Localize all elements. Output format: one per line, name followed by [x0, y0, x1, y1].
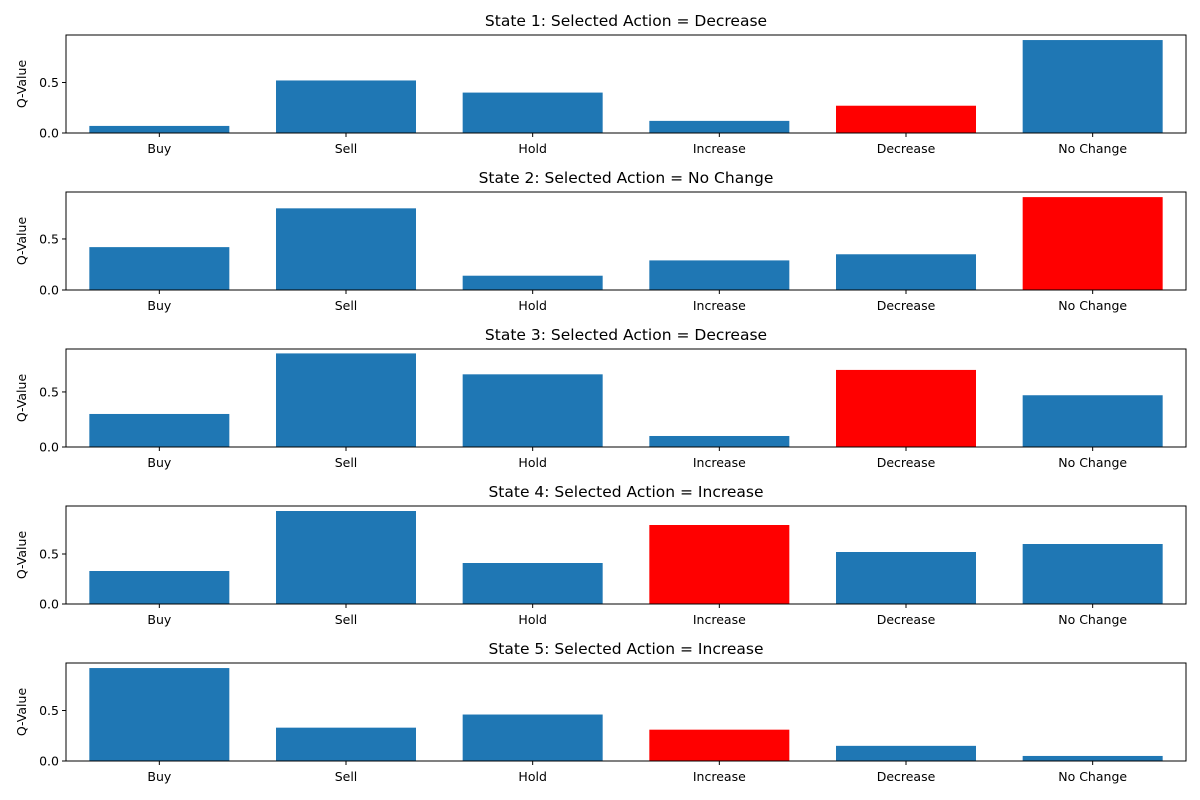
bar [836, 254, 976, 290]
y-axis-label: Q-Value [14, 60, 29, 109]
subplot-title: State 2: Selected Action = No Change [479, 169, 774, 187]
y-axis-label: Q-Value [14, 688, 29, 737]
bar [89, 247, 230, 290]
bar [89, 571, 230, 604]
bar-selected [649, 729, 790, 761]
x-tick-label: Buy [147, 298, 171, 313]
x-tick-label: Increase [693, 455, 746, 470]
y-tick-label: 0.5 [39, 703, 59, 718]
x-tick-label: Buy [147, 612, 171, 627]
y-tick-label: 0.0 [39, 754, 59, 769]
bar [836, 552, 976, 604]
y-axis-label: Q-Value [14, 217, 29, 266]
subplot-title: State 5: Selected Action = Increase [488, 640, 763, 658]
y-tick-label: 0.5 [39, 75, 59, 90]
x-tick-label: Decrease [877, 612, 936, 627]
x-tick-label: Sell [335, 298, 358, 313]
subplot-title: State 4: Selected Action = Increase [488, 483, 763, 501]
subplot-4: State 4: Selected Action = Increase Q-Val… [14, 483, 1187, 627]
x-tick-label: No Change [1058, 769, 1127, 784]
x-tick-label: Buy [147, 141, 171, 156]
x-tick-label: Hold [518, 141, 546, 156]
x-tick-label: Sell [335, 455, 358, 470]
y-tick-label: 0.0 [39, 597, 59, 612]
subplot-1: State 1: Selected Action = Decrease Q-Val… [14, 12, 1187, 156]
bar [462, 374, 603, 447]
bar [1022, 544, 1163, 604]
x-tick-label: Hold [518, 455, 546, 470]
x-tick-label: Increase [693, 141, 746, 156]
bar-selected [836, 105, 976, 133]
y-tick-label: 0.5 [39, 231, 59, 246]
x-tick-label: Sell [335, 141, 358, 156]
subplot-title: State 1: Selected Action = Decrease [485, 12, 767, 30]
axes-frame [65, 348, 1187, 448]
bar [89, 125, 230, 133]
x-tick-label: Hold [518, 612, 546, 627]
x-tick-label: Hold [518, 769, 546, 784]
y-tick-label: 0.0 [39, 126, 59, 141]
bar [276, 727, 416, 761]
x-tick-label: Sell [335, 612, 358, 627]
bar [649, 260, 790, 290]
bar [462, 275, 603, 290]
bar [462, 714, 603, 761]
bar [462, 563, 603, 604]
x-tick-label: Buy [147, 455, 171, 470]
bar [836, 745, 976, 761]
subplot-3: State 3: Selected Action = Decrease Q-Val… [14, 326, 1187, 470]
bar [1022, 755, 1163, 761]
bar [1022, 395, 1163, 447]
y-tick-label: 0.0 [39, 283, 59, 298]
x-tick-label: Decrease [877, 455, 936, 470]
y-tick-label: 0.0 [39, 440, 59, 455]
bar-selected [649, 525, 790, 604]
x-tick-label: Decrease [877, 141, 936, 156]
subplot-5: State 5: Selected Action = Increase Q-Val… [14, 640, 1187, 784]
x-tick-label: No Change [1058, 141, 1127, 156]
bar [649, 120, 790, 133]
bar [89, 413, 230, 447]
axes-frame [65, 191, 1187, 291]
y-tick-label: 0.5 [39, 384, 59, 399]
x-tick-label: Buy [147, 769, 171, 784]
x-tick-label: Increase [693, 769, 746, 784]
bar-selected [836, 369, 976, 447]
axes-frame [65, 505, 1187, 605]
axes-frame [65, 662, 1187, 762]
y-axis-label: Q-Value [14, 374, 29, 423]
bar [276, 511, 416, 604]
x-tick-label: Sell [335, 769, 358, 784]
bar [1022, 40, 1163, 134]
y-axis-label: Q-Value [14, 531, 29, 580]
subplot-title: State 3: Selected Action = Decrease [485, 326, 767, 344]
y-tick-label: 0.5 [39, 547, 59, 562]
subplot-2: State 2: Selected Action = No Change Q-Va… [14, 169, 1187, 313]
bar [276, 208, 416, 290]
bar-selected [1022, 197, 1163, 290]
x-tick-label: No Change [1058, 612, 1127, 627]
bar [276, 353, 416, 447]
x-tick-label: Increase [693, 612, 746, 627]
x-tick-label: Hold [518, 298, 546, 313]
x-tick-label: No Change [1058, 298, 1127, 313]
axes-frame [65, 34, 1187, 134]
x-tick-label: Decrease [877, 769, 936, 784]
x-tick-label: Increase [693, 298, 746, 313]
bar [649, 435, 790, 447]
x-tick-label: Decrease [877, 298, 936, 313]
bar [462, 92, 603, 133]
bar [89, 668, 230, 761]
bar [276, 80, 416, 133]
x-tick-label: No Change [1058, 455, 1127, 470]
